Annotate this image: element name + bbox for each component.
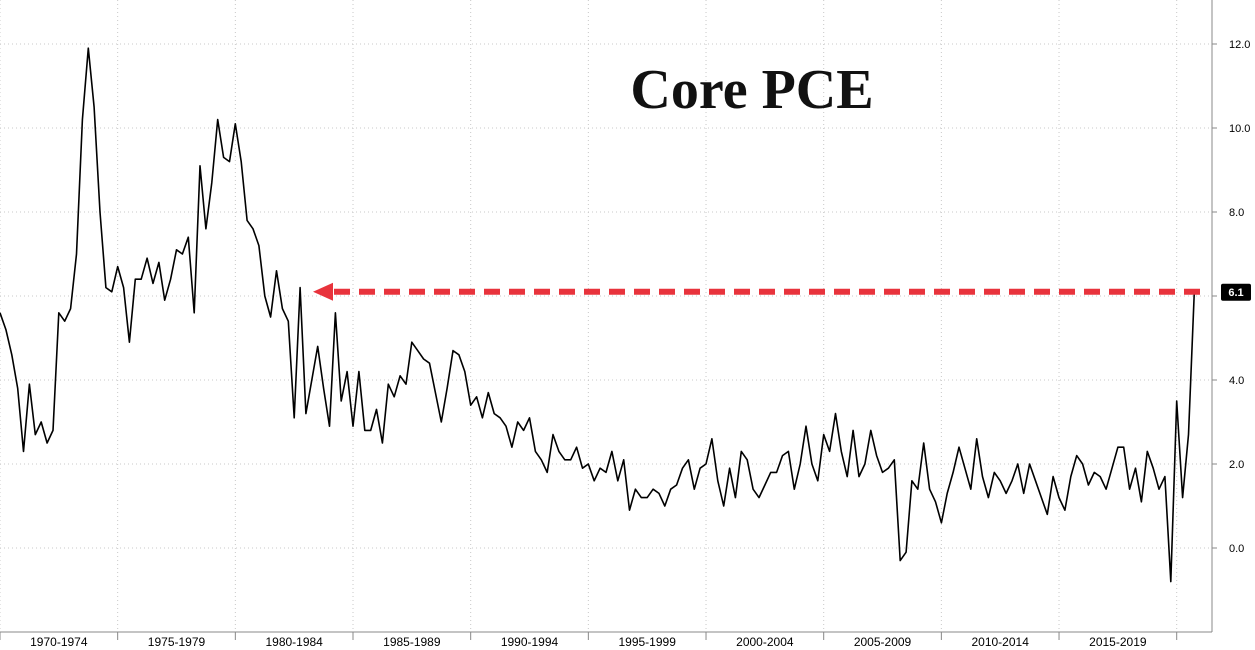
x-period-label-8: 2010-2014 xyxy=(971,635,1029,649)
x-period-label-7: 2005-2009 xyxy=(854,635,912,649)
y-tick-label-0: 0.0 xyxy=(1229,543,1244,555)
y-axis-ticks: 0.02.04.06.08.010.012.0 xyxy=(1212,39,1250,555)
chart-title: Core PCE xyxy=(630,59,873,121)
last-value-box xyxy=(1221,283,1251,301)
y-tick-label-6: 12.0 xyxy=(1229,39,1250,51)
x-period-label-6: 2000-2004 xyxy=(736,635,794,649)
arrow-annotation xyxy=(313,282,1200,301)
x-period-label-2: 1980-1984 xyxy=(265,635,323,649)
x-period-label-0: 1970-1974 xyxy=(30,635,88,649)
x-period-label-5: 1995-1999 xyxy=(618,635,676,649)
grid xyxy=(0,0,1212,632)
last-value-marker: 6.1 xyxy=(1221,283,1251,301)
y-tick-label-4: 8.0 xyxy=(1229,207,1244,219)
x-period-label-9: 2015-2019 xyxy=(1089,635,1147,649)
y-tick-label-5: 10.0 xyxy=(1229,123,1250,135)
last-value-label: 6.1 xyxy=(1228,287,1243,299)
x-period-label-1: 1975-1979 xyxy=(148,635,206,649)
arrow-head xyxy=(313,282,333,301)
axes xyxy=(0,0,1213,633)
series-line-0 xyxy=(0,47,1196,583)
series-layer xyxy=(0,47,1196,583)
x-period-label-3: 1985-1989 xyxy=(383,635,441,649)
y-tick-label-2: 4.0 xyxy=(1229,375,1244,387)
y-tick-label-1: 2.0 xyxy=(1229,459,1244,471)
x-axis-ticks: 1970-1974 1975-1979 1980-1984 1985-1989 1990… xyxy=(0,632,1178,649)
x-period-label-4: 1990-1994 xyxy=(501,635,559,649)
